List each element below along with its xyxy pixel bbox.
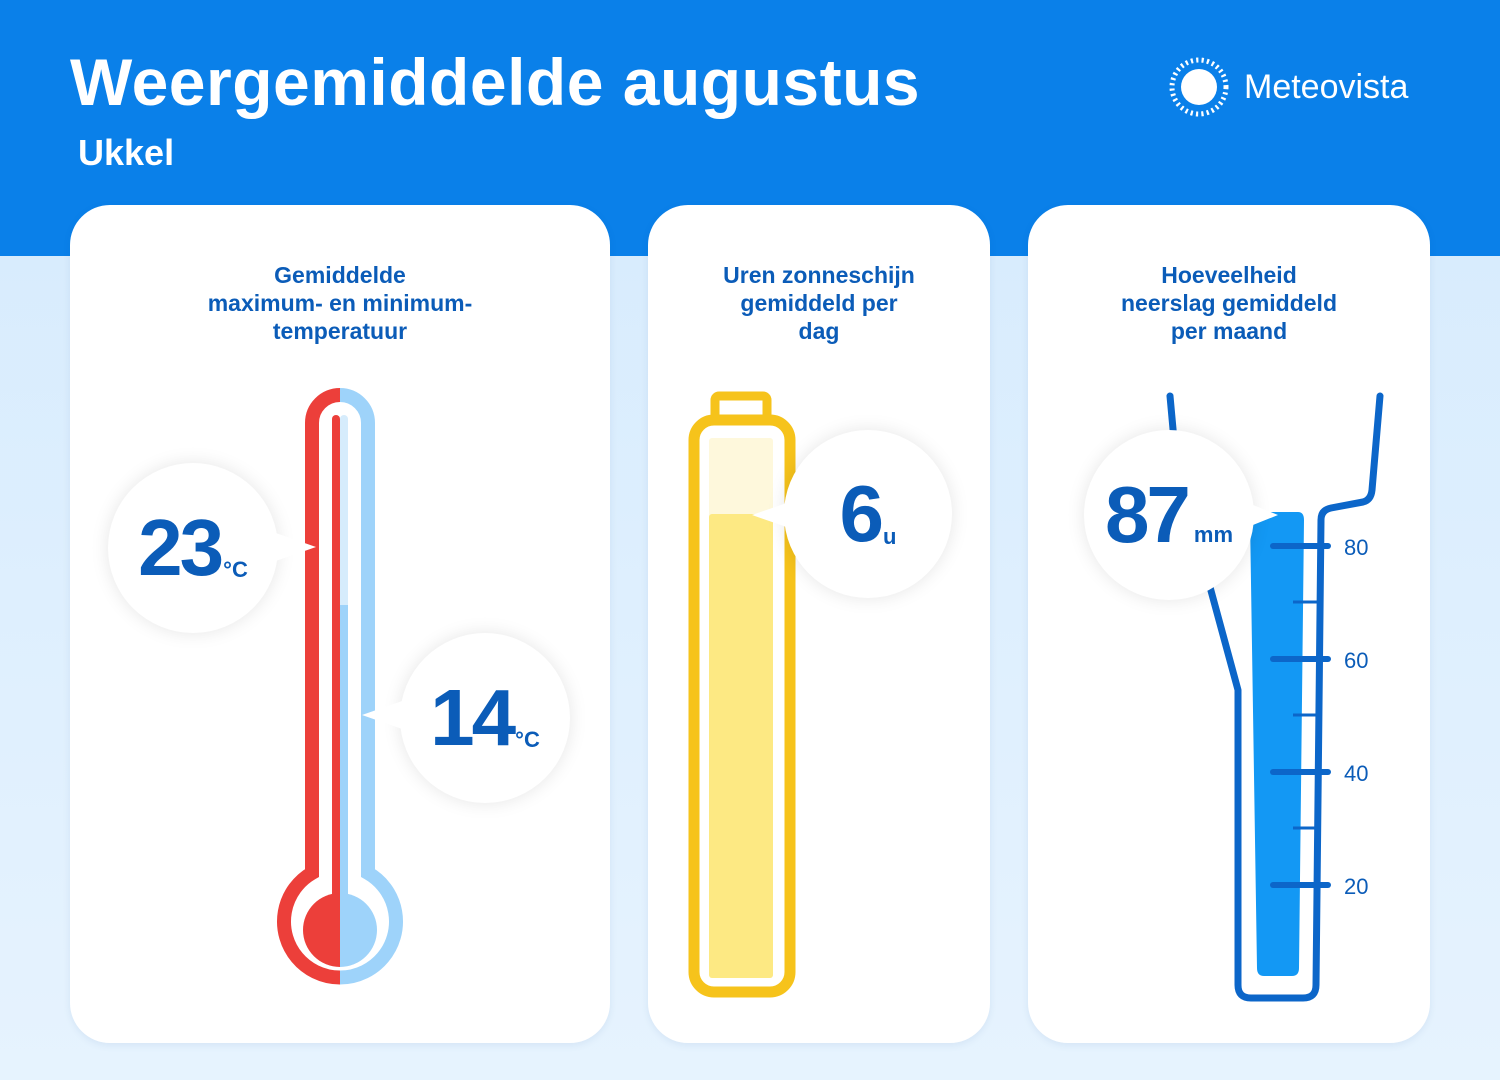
bubble-pointer <box>362 699 408 731</box>
sunshine-card: Uren zonneschijn gemiddeld per dag 6 u <box>648 205 990 1043</box>
min-temperature-unit: °C <box>515 727 540 752</box>
sun-icon <box>1169 57 1229 117</box>
rain-gauge-icon <box>1166 392 1384 1002</box>
scale-label-80: 80 <box>1344 535 1369 560</box>
sunshine-card-title: Uren zonneschijn gemiddeld per dag <box>723 262 915 344</box>
precipitation-bubble: 87 mm <box>1084 430 1254 600</box>
brand-logo: Meteovista <box>1168 56 1408 118</box>
precipitation-card: Hoeveelheid neerslag gemiddeld per maand… <box>1028 205 1430 1043</box>
bubble-pointer <box>270 531 316 563</box>
sunshine-unit: u <box>883 524 897 549</box>
temperature-card: Gemiddelde maximum- en minimum- temperat… <box>70 205 610 1043</box>
precipitation-value: 87 <box>1104 470 1191 559</box>
max-temperature-bubble: 23 °C <box>108 463 278 633</box>
brand-name: Meteovista <box>1244 67 1409 106</box>
scale-label-60: 60 <box>1344 648 1369 673</box>
sunshine-value: 6 <box>839 469 884 558</box>
scale-label-20: 20 <box>1344 874 1369 899</box>
battery-gauge-icon <box>688 391 796 998</box>
scale-label-40: 40 <box>1344 761 1369 786</box>
location-subtitle: Ukkel <box>78 132 175 173</box>
sunshine-bubble: 6 u <box>784 430 952 598</box>
max-temperature-value: 23 <box>138 503 224 592</box>
temperature-card-title: Gemiddelde maximum- en minimum- temperat… <box>207 262 473 344</box>
precipitation-card-title: Hoeveelheid neerslag gemiddeld per maand <box>1120 262 1337 344</box>
bubble-pointer <box>752 499 798 531</box>
max-temperature-unit: °C <box>223 557 248 582</box>
page-title: Weergemiddelde augustus <box>70 45 921 119</box>
min-temperature-value: 14 <box>430 673 516 762</box>
thermometer-icon <box>277 388 403 985</box>
min-temperature-bubble: 14 °C <box>400 633 570 803</box>
bubble-pointer <box>1238 499 1278 531</box>
precipitation-unit: mm <box>1193 522 1234 547</box>
